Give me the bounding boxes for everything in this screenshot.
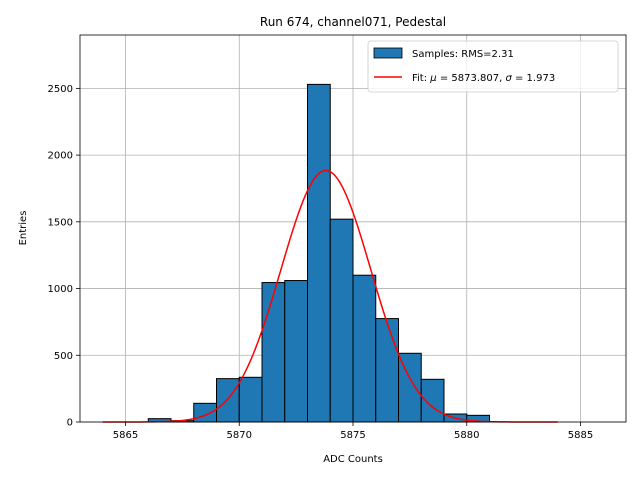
x-tick-label: 5880 — [454, 430, 479, 441]
y-tick-label: 1500 — [48, 217, 73, 228]
histogram-bar — [216, 378, 240, 423]
y-axis-label: Entries — [18, 211, 29, 246]
histogram-bar — [284, 280, 308, 423]
histogram-bar — [261, 282, 286, 423]
histogram-bar — [375, 318, 399, 423]
mu-symbol: μ — [429, 73, 436, 84]
fit-curve — [102, 169, 558, 423]
legend-box — [367, 40, 619, 93]
histogram-bars — [147, 83, 490, 423]
sigma-symbol: σ — [505, 73, 512, 84]
y-tick-label: 1000 — [48, 284, 73, 295]
histogram-bar — [307, 83, 331, 423]
histogram-bar — [329, 218, 354, 423]
sigma-value: = 1.973 — [512, 73, 555, 84]
legend: Samples: RMS=2.31 Fit: μ = 5873.807, σ =… — [367, 40, 619, 93]
legend-swatch-samples — [373, 47, 403, 59]
y-tick-label: 2000 — [48, 151, 73, 162]
histogram-bar — [238, 376, 263, 423]
histogram-bar — [352, 274, 377, 423]
y-tick-label: 2500 — [48, 84, 73, 95]
x-tick-label: 5885 — [568, 430, 593, 441]
legend-label-fit: Fit: μ = 5873.807, σ = 1.973 — [412, 73, 555, 84]
mu-value: = 5873.807, — [437, 73, 506, 84]
chart-title: Run 674, channel071, Pedestal — [260, 15, 446, 29]
x-tick-label: 5875 — [340, 430, 365, 441]
histogram-bar — [193, 402, 217, 423]
x-tick-label: 5870 — [227, 430, 252, 441]
x-tick-label: 5865 — [113, 430, 138, 441]
y-tick-label: 0 — [67, 418, 73, 429]
y-tick-label: 500 — [54, 351, 73, 362]
legend-label-samples: Samples: RMS=2.31 — [412, 49, 514, 60]
x-axis-ticks: 5865 5870 5875 5880 5885 — [113, 422, 593, 441]
x-axis-label: ADC Counts — [323, 454, 383, 465]
fit-label-prefix: Fit: — [412, 73, 430, 84]
y-axis-ticks: 0 500 1000 1500 2000 2500 — [48, 84, 80, 429]
